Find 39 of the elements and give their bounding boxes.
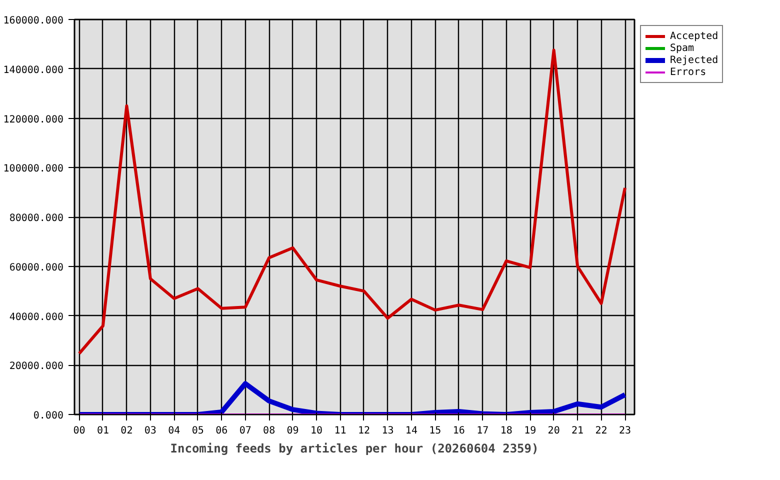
x-axis-title: Incoming feeds by articles per hour (20260604 2359) xyxy=(170,442,539,456)
x-tick-label: 17 xyxy=(476,426,489,436)
x-tick-label: 11 xyxy=(334,426,346,436)
y-tick-label: 100000.000 xyxy=(3,164,64,175)
line-series xyxy=(78,48,627,356)
x-tick-label: 12 xyxy=(358,426,370,436)
x-tick-label: 16 xyxy=(452,426,465,436)
x-tick-label: 02 xyxy=(120,426,133,436)
y-tick-label: 140000.000 xyxy=(3,64,64,76)
y-tick-label: 20000.000 xyxy=(9,361,64,372)
y-tick-label: 120000.000 xyxy=(3,114,64,126)
x-tick-label: 14 xyxy=(405,426,418,436)
legend-label: Accepted xyxy=(670,30,718,42)
x-tick-label: 23 xyxy=(618,426,632,436)
x-tick-label: 21 xyxy=(572,426,584,436)
x-tick-label: 18 xyxy=(500,426,512,436)
x-tick-label: 10 xyxy=(310,426,323,436)
x-tick-label: 19 xyxy=(524,426,536,436)
legend-label: Errors xyxy=(670,66,706,78)
y-tick-label: 40000.000 xyxy=(9,312,64,323)
x-tick-label: 06 xyxy=(216,426,228,436)
x-tick-label: 01 xyxy=(96,426,109,436)
y-tick-label: 60000.000 xyxy=(9,262,64,274)
x-tick-label: 00 xyxy=(73,426,86,436)
x-tick-label: 09 xyxy=(286,426,299,436)
x-tick-label: 15 xyxy=(429,426,442,436)
x-tick-label: 03 xyxy=(144,426,156,436)
y-tick-label: 0.000 xyxy=(33,410,64,422)
x-tick-label: 13 xyxy=(382,426,394,436)
legend-label: Spam xyxy=(670,42,694,54)
x-tick-label: 04 xyxy=(168,426,180,436)
y-tick-label: 160000.000 xyxy=(3,16,64,26)
x-tick-label: 20 xyxy=(548,426,560,436)
y-tick-label: 80000.000 xyxy=(9,213,64,224)
x-tick-label: 07 xyxy=(239,426,252,436)
legend-label: Rejected xyxy=(670,54,718,66)
x-tick-label: 22 xyxy=(595,426,608,436)
x-tick-label: 05 xyxy=(192,426,204,436)
x-tick-label: 08 xyxy=(263,426,276,436)
